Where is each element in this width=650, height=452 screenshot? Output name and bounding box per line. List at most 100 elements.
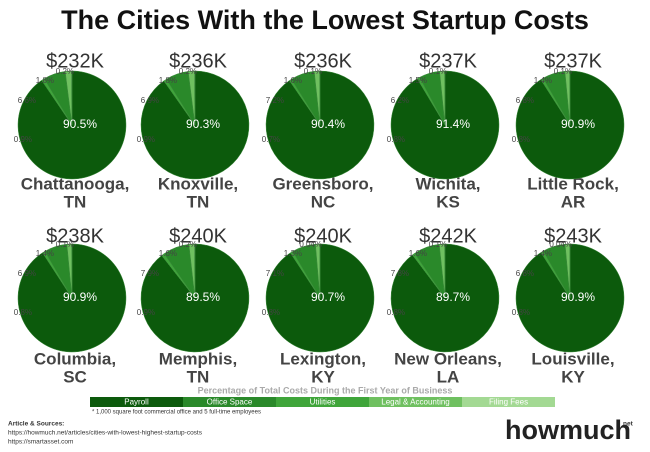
value-label: 0.04%	[549, 240, 572, 249]
value-label: 0.8%	[14, 308, 32, 317]
value-label: 1.4%	[534, 76, 552, 85]
legend-swatch	[462, 397, 555, 407]
value-label: 0.8%	[387, 308, 405, 317]
pie-total: $240K	[294, 225, 352, 247]
city-label: Memphis,	[159, 349, 237, 368]
value-label: 0.1%	[304, 67, 322, 76]
value-label: 6.8%	[516, 96, 534, 105]
legend-label: Payroll	[124, 398, 149, 407]
value-label: 0.2%	[56, 67, 74, 76]
value-label: 6.6%	[18, 96, 36, 105]
pie-total: $243K	[544, 225, 602, 247]
value-label: 1.4%	[534, 249, 552, 258]
city-label: NC	[311, 192, 336, 211]
footnote: * 1,000 square foot commercial office an…	[92, 410, 261, 416]
value-label: 6.9%	[18, 269, 36, 278]
value-label: 7.8%	[391, 269, 409, 278]
pie-slice	[71, 70, 73, 126]
legend-swatch	[276, 397, 369, 407]
value-label: 0.9%	[137, 308, 155, 317]
value-label: 6.8%	[516, 269, 534, 278]
city-label: Lexington,	[280, 349, 366, 368]
value-label: 1.8%	[159, 76, 177, 85]
value-label: 90.3%	[186, 117, 220, 131]
city-label: TN	[187, 367, 210, 386]
value-label: 7.1%	[266, 269, 284, 278]
value-label: 0.1%	[429, 240, 447, 249]
logo: howmuch	[505, 415, 631, 445]
logo-suffix: net	[623, 421, 634, 428]
value-label: 0.04%	[299, 240, 322, 249]
value-label: 1.5%	[409, 76, 427, 85]
value-label: 0.8%	[262, 308, 280, 317]
city-label: TN	[187, 192, 210, 211]
city-label: SC	[63, 367, 87, 386]
value-label: 1.3%	[284, 249, 302, 258]
pie-total: $242K	[419, 225, 477, 247]
city-label: KY	[311, 367, 335, 386]
value-label: 90.4%	[311, 117, 345, 131]
value-label: 1.4%	[36, 249, 54, 258]
city-label: TN	[64, 192, 87, 211]
value-label: 91.4%	[436, 117, 470, 131]
value-label: 0.2%	[179, 67, 197, 76]
source-link[interactable]: https://smartasset.com	[8, 439, 73, 446]
value-label: 0.8%	[387, 135, 405, 144]
city-label: New Orleans,	[394, 349, 502, 368]
city-label: LA	[437, 367, 460, 386]
city-label: Chattanooga,	[21, 174, 130, 193]
value-label: 90.5%	[63, 117, 97, 131]
pie-slice	[194, 70, 196, 126]
legend-swatch	[90, 397, 183, 407]
sources-heading: Article & Sources:	[8, 421, 64, 428]
value-label: 0.1%	[554, 67, 572, 76]
pie-total: $236K	[169, 50, 227, 72]
value-label: 1.6%	[159, 249, 177, 258]
value-label: 89.5%	[186, 290, 220, 304]
city-label: KS	[436, 192, 460, 211]
value-label: 6.2%	[391, 96, 409, 105]
legend-label: Legal & Accounting	[381, 398, 450, 407]
value-label: 90.7%	[311, 290, 345, 304]
city-label: Wichita,	[415, 174, 480, 193]
pie-total: $232K	[46, 50, 104, 72]
value-label: 1.6%	[284, 76, 302, 85]
legend-label: Utilities	[310, 398, 336, 407]
pie-total: $236K	[294, 50, 352, 72]
title: The Cities With the Lowest Startup Costs	[61, 5, 589, 35]
value-label: 0.2%	[179, 240, 197, 249]
city-label: Knoxville,	[158, 174, 238, 193]
value-label: 7.2%	[266, 96, 284, 105]
legend-label: Filing Fees	[489, 398, 528, 407]
value-label: 1.6%	[409, 249, 427, 258]
city-label: Louisville,	[531, 349, 614, 368]
pie-total: $240K	[169, 225, 227, 247]
value-label: 0.9%	[14, 135, 32, 144]
value-label: 90.9%	[63, 290, 97, 304]
value-label: 90.9%	[561, 117, 595, 131]
legend-swatch	[183, 397, 276, 407]
value-label: 1.8%	[36, 76, 54, 85]
value-label: 90.9%	[561, 290, 595, 304]
legend-label: Office Space	[207, 398, 253, 407]
city-label: KY	[561, 367, 585, 386]
value-label: 0.1%	[429, 67, 447, 76]
value-label: 7.9%	[141, 269, 159, 278]
value-label: 6.9%	[141, 96, 159, 105]
value-label: 0.7%	[262, 135, 280, 144]
city-label: AR	[561, 192, 586, 211]
value-label: 0.1%	[56, 240, 74, 249]
value-label: 0.9%	[137, 135, 155, 144]
value-label: 0.8%	[512, 308, 530, 317]
pie-slice	[194, 243, 196, 299]
pie-total: $238K	[46, 225, 104, 247]
legend-swatch	[369, 397, 462, 407]
source-link[interactable]: https://howmuch.net/articles/cities-with…	[8, 430, 203, 437]
legend-title: Percentage of Total Costs During the Fir…	[198, 385, 453, 395]
pie-total: $237K	[419, 50, 477, 72]
city-label: Little Rock,	[527, 174, 619, 193]
city-label: Columbia,	[34, 349, 116, 368]
pie-total: $237K	[544, 50, 602, 72]
value-label: 0.8%	[512, 135, 530, 144]
